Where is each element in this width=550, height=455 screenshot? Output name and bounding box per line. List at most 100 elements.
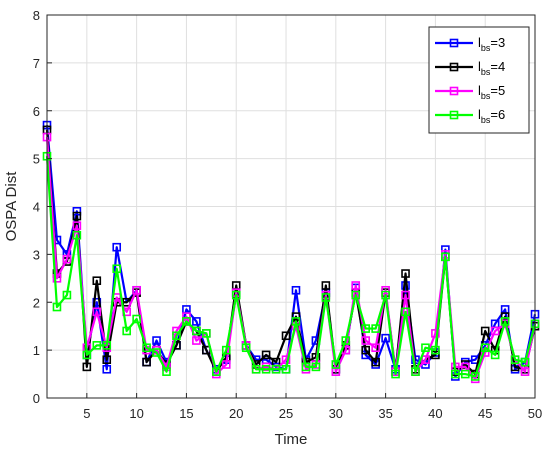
legend-item: lbs=5 (435, 83, 505, 101)
data-point-marker (500, 317, 510, 326)
data-point-marker (431, 329, 440, 338)
data-point-marker (192, 336, 201, 345)
data-point-marker (490, 326, 500, 336)
data-point-marker (251, 364, 261, 374)
series-line (45, 156, 537, 378)
data-point-marker (480, 326, 490, 336)
data-point-marker (202, 329, 211, 338)
x-tick-label: 50 (528, 406, 542, 421)
data-point-marker (122, 326, 131, 336)
data-point-marker (351, 281, 361, 290)
data-point-marker (510, 355, 520, 365)
data-point-marker (351, 290, 361, 300)
data-point-marker (182, 317, 191, 326)
data-point-marker (431, 345, 440, 355)
data-point-marker (381, 290, 390, 300)
data-point-marker (102, 341, 112, 350)
data-point-marker (182, 312, 191, 321)
x-axis-label: Time (275, 431, 308, 448)
data-point-marker (52, 302, 62, 312)
data-point-marker (261, 364, 271, 374)
data-point-marker (321, 281, 331, 290)
x-tick-label: 35 (378, 406, 392, 421)
data-point-marker (401, 307, 410, 317)
data-point-marker (321, 293, 331, 302)
data-point-marker (281, 364, 291, 374)
data-point-marker (92, 276, 102, 286)
data-point-marker (112, 264, 122, 274)
data-point-marker (231, 290, 241, 300)
data-point-marker (271, 364, 281, 374)
x-tick-label: 40 (428, 406, 442, 421)
data-point-marker (421, 343, 430, 353)
data-point-marker (371, 343, 380, 353)
legend-item: lbs=6 (435, 107, 505, 125)
y-tick-label: 6 (33, 104, 40, 119)
data-point-marker (470, 372, 480, 381)
data-point-marker (381, 333, 390, 343)
data-point-marker (62, 254, 72, 264)
y-tick-label: 1 (33, 343, 40, 358)
data-point-marker (281, 355, 291, 365)
x-tick-label: 15 (179, 406, 193, 421)
data-point-marker (172, 331, 181, 341)
data-point-marker (212, 367, 221, 376)
legend-label: lbs=5 (478, 83, 505, 101)
data-point-marker (221, 360, 231, 369)
y-tick-label: 3 (33, 247, 40, 262)
y-tick-label: 2 (33, 295, 40, 310)
data-point-marker (281, 331, 291, 341)
data-point-marker (72, 211, 82, 221)
data-point-marker (291, 285, 301, 295)
data-point-marker (291, 317, 301, 326)
legend-item: lbs=4 (435, 59, 505, 77)
legend-label: lbs=6 (478, 107, 505, 125)
data-point-marker (72, 206, 82, 216)
data-point-marker (291, 312, 301, 321)
data-point-marker (490, 350, 500, 360)
data-point-marker (82, 362, 92, 372)
data-point-marker (301, 362, 311, 372)
data-point-marker (152, 348, 161, 357)
data-point-marker (92, 307, 102, 317)
x-tick-label: 20 (229, 406, 243, 421)
x-tick-label: 10 (129, 406, 143, 421)
data-point-marker (391, 369, 400, 379)
data-point-marker (241, 343, 251, 353)
x-tick-label: 5 (83, 406, 90, 421)
data-point-marker (92, 341, 102, 350)
data-point-marker (520, 357, 530, 367)
data-point-marker (221, 345, 231, 355)
data-point-marker (152, 336, 161, 345)
data-point-marker (451, 369, 460, 379)
data-point-marker (192, 326, 201, 336)
x-tick-label: 30 (329, 406, 343, 421)
data-point-marker (361, 345, 370, 355)
data-point-marker (142, 357, 151, 367)
grid-lines (47, 15, 535, 398)
y-tick-label: 5 (33, 152, 40, 167)
y-tick-label: 8 (33, 8, 40, 23)
y-tick-label: 4 (33, 200, 40, 215)
data-point-marker (480, 343, 490, 353)
legend-marker (449, 62, 459, 72)
data-point-marker (52, 274, 62, 283)
data-point-marker (261, 350, 271, 360)
data-point-marker (441, 252, 450, 262)
data-point-marker (162, 367, 171, 376)
data-point-marker (331, 360, 341, 369)
data-point-marker (112, 242, 122, 252)
data-point-marker (72, 230, 82, 240)
data-point-marker (142, 343, 151, 353)
data-point-marker (361, 324, 370, 333)
data-point-marker (401, 269, 410, 278)
legend-label: lbs=4 (478, 59, 505, 77)
data-point-marker (520, 367, 530, 376)
y-tick-label: 0 (33, 391, 40, 406)
legend-label: lbs=3 (478, 35, 505, 53)
x-tick-label: 25 (279, 406, 293, 421)
x-tick-label: 45 (478, 406, 492, 421)
data-point-marker (460, 369, 470, 379)
series-layer (42, 120, 540, 384)
